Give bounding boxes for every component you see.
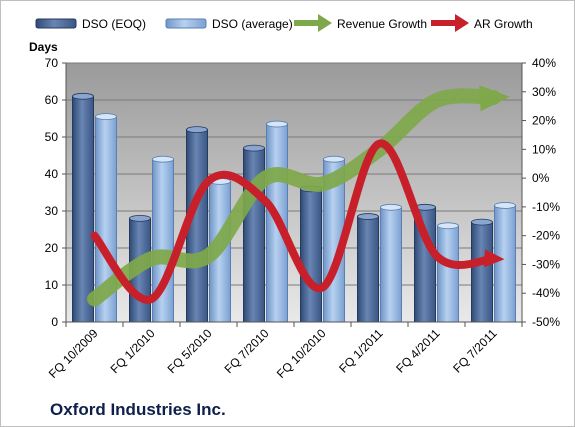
line-group	[87, 85, 510, 307]
y2-axis-ticks: -50% -40% -30% -20% -10% 0% 10% 20% 30% 40%	[522, 56, 560, 329]
revenue-growth-arrowhead	[479, 85, 510, 112]
y-axis-ticks: 0 10 20 30 40 50 60 70	[45, 56, 66, 329]
x-tick-label: FQ 7/2010	[222, 326, 272, 376]
bar-top	[243, 144, 265, 152]
x-tick-label: FQ 5/2010	[165, 326, 215, 376]
bar-dso-eoq	[357, 216, 379, 323]
bar-dso-average	[437, 225, 459, 323]
y2-tick-label: 30%	[532, 85, 556, 99]
legend-label: Revenue Growth	[337, 17, 427, 31]
x-tick-label: FQ 4/2011	[393, 326, 443, 376]
y2-tick-label: -50%	[532, 315, 560, 329]
bar-dso-average	[494, 204, 516, 323]
bar-dso-eoq	[471, 221, 493, 323]
bar-top	[437, 222, 459, 230]
bar-dso-eoq	[72, 95, 94, 323]
bar-top	[471, 218, 493, 226]
y2-tick-label: 40%	[532, 56, 556, 70]
ar-growth-arrowhead	[484, 249, 505, 268]
bar-dso-eoq	[300, 188, 322, 323]
y-tick-label: 70	[45, 56, 59, 70]
x-tick-label: FQ 10/2009	[46, 326, 101, 381]
legend-item: DSO (EOQ)	[35, 17, 146, 31]
ar-growth-line	[90, 139, 498, 304]
x-tick-label: FQ 7/2011	[450, 326, 500, 376]
legend-item: DSO (average)	[165, 17, 293, 31]
legend-label: AR Growth	[474, 17, 533, 31]
bar-top	[186, 126, 208, 134]
bar-top	[494, 202, 516, 209]
y2-tick-label: -10%	[532, 200, 560, 214]
y-tick-label: 10	[45, 278, 59, 292]
legend-label: DSO (EOQ)	[82, 17, 146, 31]
y2-tick-label: -40%	[532, 286, 560, 300]
x-tick-label: FQ 1/2011	[336, 326, 386, 376]
bar-top	[380, 203, 402, 211]
legend-swatch	[165, 18, 207, 29]
y-tick-label: 60	[45, 93, 59, 107]
legend-swatch	[35, 18, 77, 29]
y2-tick-label: -20%	[532, 229, 560, 243]
y2-tick-label: -30%	[532, 257, 560, 271]
legend: DSO (EOQ) DSO (average) Revenue Growth AR G…	[35, 14, 533, 32]
x-axis-ticks: FQ 10/2009 FQ 1/2010 FQ 5/2010 FQ 7/2010 FQ …	[46, 322, 523, 381]
legend-arrowhead	[455, 14, 469, 32]
legend-item: AR Growth	[431, 14, 533, 32]
y-tick-label: 0	[51, 315, 58, 329]
bar-dso-average	[380, 206, 402, 323]
y-axis-title: Days	[29, 40, 58, 54]
legend-arrowhead	[318, 14, 332, 32]
y2-tick-label: 10%	[532, 142, 556, 156]
y2-tick-label: 0%	[532, 171, 550, 185]
y2-tick-label: 20%	[532, 114, 556, 128]
y-tick-label: 30	[45, 204, 59, 218]
revenue-growth-line	[87, 88, 501, 307]
y-tick-label: 20	[45, 241, 59, 255]
legend-label: DSO (average)	[212, 17, 293, 31]
legend-item: Revenue Growth	[294, 14, 427, 32]
bar-top	[357, 213, 379, 220]
y-tick-label: 40	[45, 167, 59, 181]
bar-top	[72, 92, 94, 100]
x-tick-label: FQ 1/2010	[108, 326, 158, 376]
bar-top	[95, 113, 117, 121]
bar-group	[72, 92, 516, 323]
company-name: Oxford Industries Inc.	[50, 400, 226, 419]
bar-top	[152, 155, 174, 163]
bar-top	[266, 120, 288, 128]
x-tick-label: FQ 10/2010	[274, 326, 329, 381]
bar-top	[129, 214, 151, 222]
y-tick-label: 50	[45, 130, 59, 144]
bar-top	[323, 155, 345, 163]
